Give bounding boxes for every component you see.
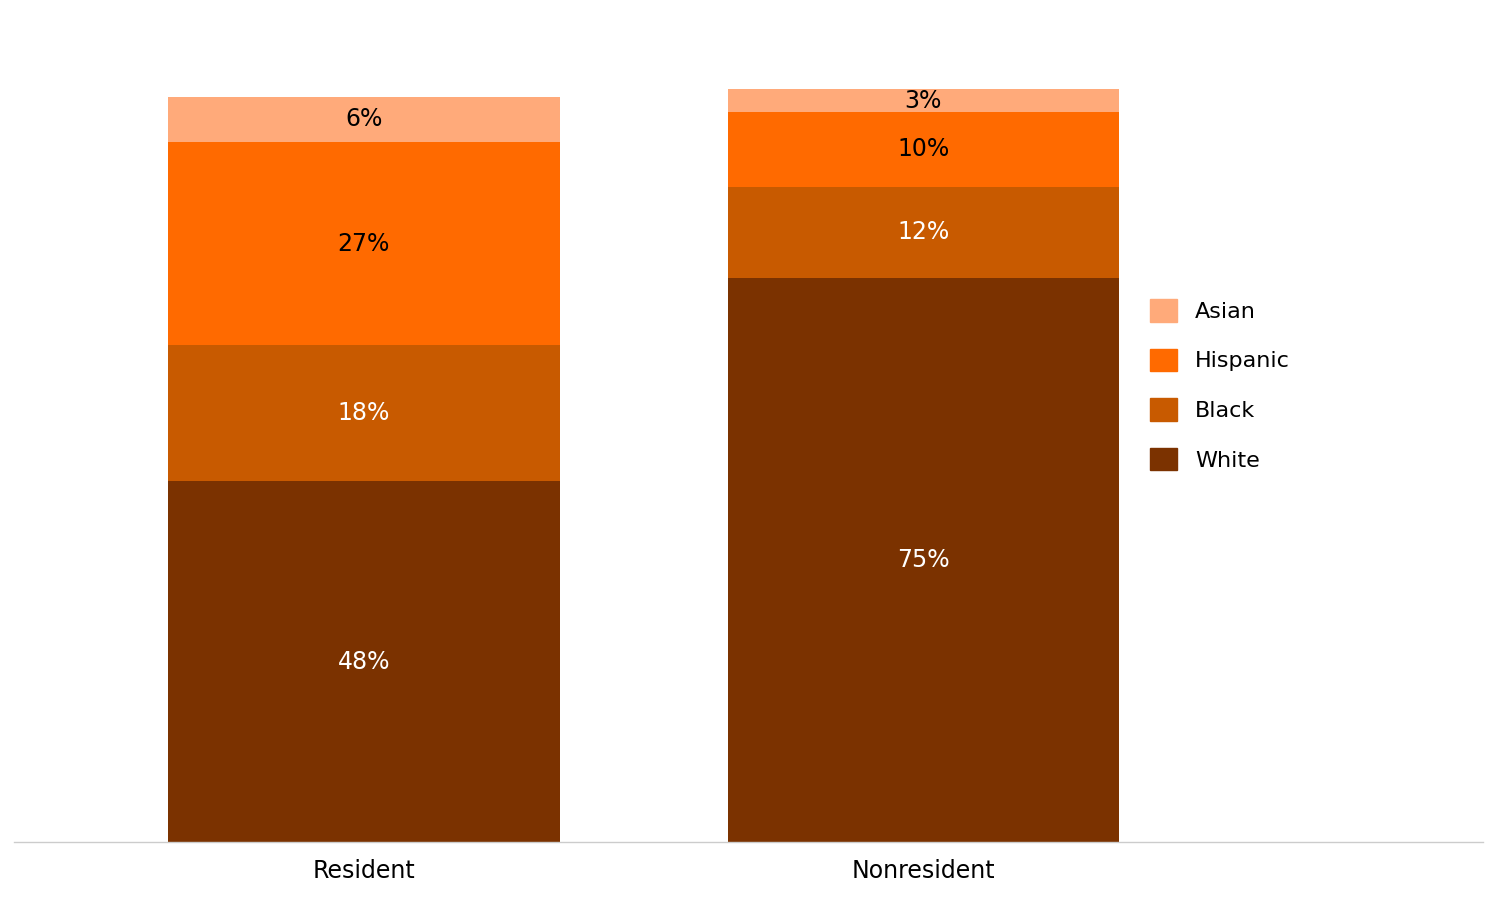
Bar	[728, 89, 1120, 112]
Text: 3%: 3%	[904, 89, 942, 112]
Bar	[168, 345, 560, 481]
Legend: Asian, Hispanic, Black, White: Asian, Hispanic, Black, White	[1142, 290, 1299, 480]
Text: 18%: 18%	[337, 401, 389, 425]
Text: 27%: 27%	[337, 231, 389, 256]
Bar	[728, 112, 1120, 187]
Bar	[168, 97, 560, 142]
Bar	[728, 277, 1120, 842]
Text: 12%: 12%	[897, 221, 949, 244]
Bar	[168, 481, 560, 842]
Bar	[168, 142, 560, 345]
Bar	[728, 187, 1120, 277]
Text: 10%: 10%	[897, 137, 949, 161]
Text: 48%: 48%	[337, 649, 389, 674]
Text: 75%: 75%	[897, 548, 949, 572]
Text: 6%: 6%	[344, 108, 382, 131]
